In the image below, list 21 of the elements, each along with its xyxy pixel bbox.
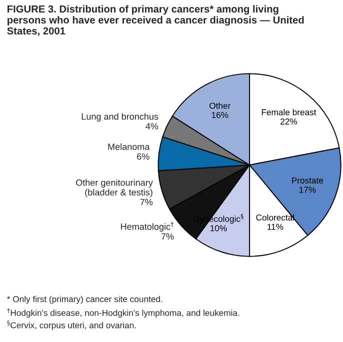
slice-label: Other (210, 102, 231, 109)
chart-title: FIGURE 3. Distribution of primary cancers* among living persons who have ever received a cancer diagnosis — United States, 2001 (7, 5, 304, 36)
slice-label: Hematologic$^{†}$ (121, 222, 174, 232)
data-label: 22% (280, 118, 298, 125)
slice-label: Other genitourinary (bladder & testis) (76, 179, 153, 198)
data-label: 7% (140, 198, 153, 206)
data-label: 17% (299, 186, 316, 193)
data-label: 16% (212, 112, 228, 118)
data-label: 10% (210, 225, 227, 232)
data-label: 4% (146, 123, 158, 130)
slice-label: Female breast (262, 108, 316, 116)
slice-label: Prostate (292, 178, 324, 184)
data-label: 6% (137, 153, 150, 160)
text: * Only first (primary) cancer site counted. (7, 296, 162, 304)
slice-label: Lung and bronchus (82, 113, 158, 122)
text: $^{†}$Hodgkin's disease, non-Hodgkin's lymphoma, and leukemia. (7, 308, 240, 318)
data-label: 7% (161, 233, 174, 240)
data-label: 11% (268, 224, 284, 230)
slice-label: Melanoma (108, 143, 150, 150)
text: $^{§}$Cervix, corpus uteri, and ovarian. (7, 320, 136, 330)
slice-label: Colorectal (256, 214, 294, 221)
